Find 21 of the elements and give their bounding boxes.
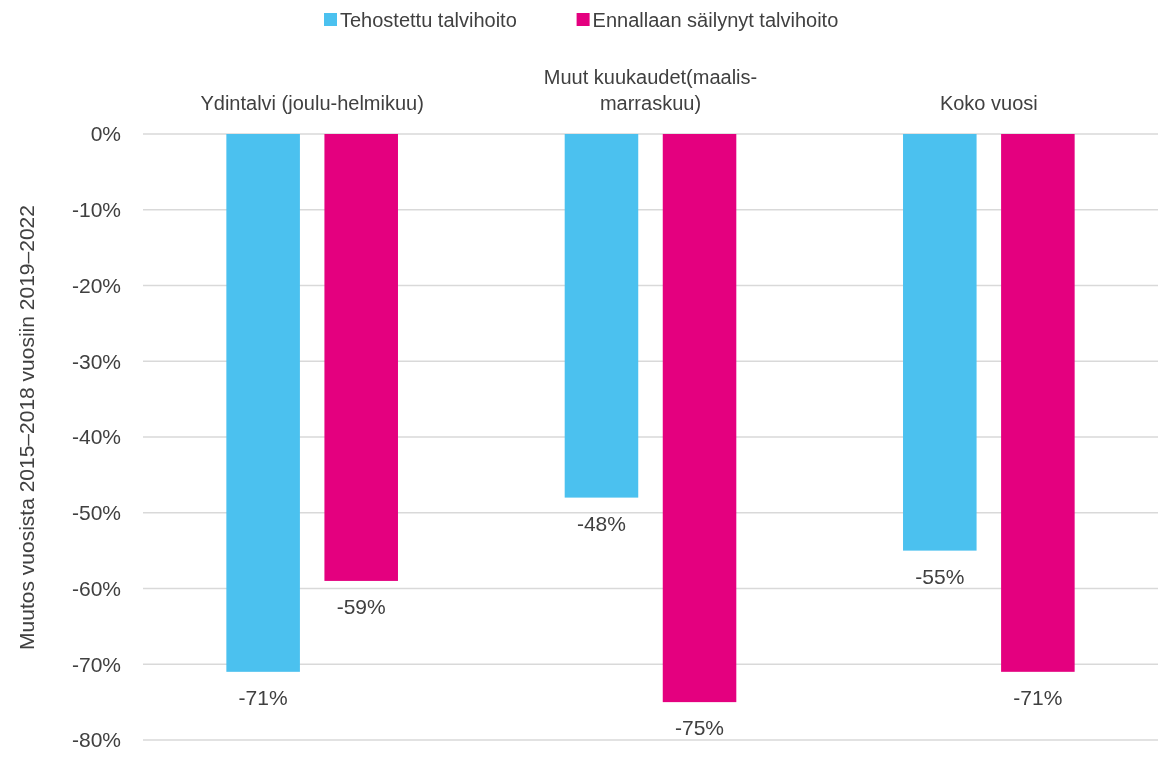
data-label: -59% bbox=[336, 594, 386, 618]
legend-label: Ennallaan säilynyt talvihoito bbox=[592, 9, 839, 31]
data-label: -75% bbox=[675, 716, 725, 740]
y-axis-title: Muutos vuosista 2015–2018 vuosiin 2019–2022 bbox=[15, 205, 38, 650]
y-tick-label: -20% bbox=[71, 273, 121, 297]
data-label: -71% bbox=[238, 685, 288, 709]
data-label: -55% bbox=[915, 564, 965, 588]
legend-label: Tehostettu talvihoito bbox=[340, 9, 517, 31]
x-tick-label: Koko vuosi bbox=[939, 92, 1038, 114]
x-tick-label: Muut kuukaudet(maalis-marraskuu) bbox=[543, 66, 758, 114]
y-tick-label: -10% bbox=[71, 198, 121, 222]
data-label: -71% bbox=[1013, 685, 1063, 709]
y-tick-label: -60% bbox=[71, 576, 121, 600]
y-tick-label: 0% bbox=[90, 122, 121, 146]
y-tick-label: -70% bbox=[71, 652, 121, 676]
y-tick-label: -40% bbox=[71, 425, 121, 449]
y-tick-label: -80% bbox=[71, 728, 121, 752]
y-tick-label: -30% bbox=[71, 349, 121, 373]
data-label: -48% bbox=[576, 511, 626, 535]
x-tick-label: Ydintalvi (joulu-helmikuu) bbox=[200, 92, 424, 114]
y-tick-label: -50% bbox=[71, 501, 121, 525]
